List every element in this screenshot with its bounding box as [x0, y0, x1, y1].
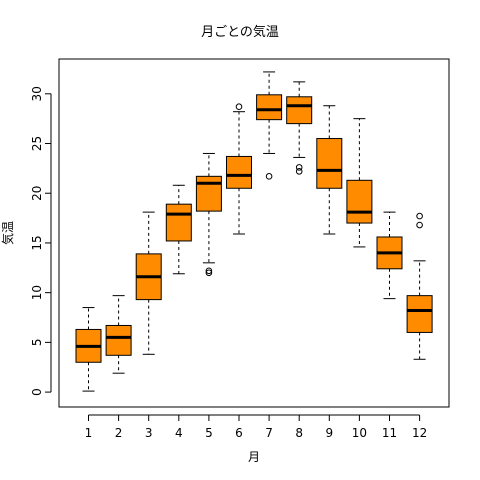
outlier-point — [295, 168, 303, 175]
outlier-point — [416, 212, 423, 220]
iqr-box — [286, 96, 313, 125]
iqr-box — [195, 175, 222, 212]
y-axis: 0 5 10 15 20 25 30 — [30, 86, 52, 396]
x-tick-label: 1 — [85, 426, 93, 440]
y-tick-label: 20 — [30, 186, 44, 201]
outlier-point — [416, 221, 423, 229]
outlier-point — [205, 267, 213, 275]
iqr-box — [226, 155, 252, 189]
x-tick-label: 2 — [115, 426, 123, 440]
x-tick-label: 12 — [412, 426, 427, 440]
iqr-box — [346, 179, 373, 224]
box-month-8 — [286, 81, 313, 175]
x-tick-label: 4 — [175, 426, 183, 440]
box-month-4 — [165, 184, 192, 275]
box-month-11 — [376, 211, 403, 300]
box-month-6 — [226, 103, 252, 235]
outlier-point — [295, 164, 303, 171]
box-month-2 — [105, 295, 132, 374]
box-month-1 — [75, 307, 102, 392]
x-axis: 1 2 3 4 5 6 7 8 9 10 11 12 — [85, 414, 427, 440]
outlier-point — [205, 269, 213, 277]
y-tick-label: 0 — [30, 388, 44, 396]
box-month-12 — [406, 212, 433, 360]
chart-title: 月ごとの気温 — [201, 24, 279, 40]
x-tick-label: 9 — [325, 426, 333, 440]
iqr-box — [316, 138, 343, 189]
x-tick-label: 5 — [205, 426, 213, 440]
box-month-10 — [346, 118, 373, 248]
iqr-box — [105, 324, 132, 356]
x-tick-label: 8 — [295, 426, 303, 440]
box-month-3 — [135, 211, 162, 355]
x-tick-label: 3 — [145, 426, 153, 440]
box-month-7 — [256, 71, 283, 180]
box-month-5 — [195, 152, 222, 277]
outlier-point — [235, 103, 243, 111]
y-tick-label: 25 — [30, 136, 44, 151]
x-axis-label: 月 — [248, 450, 260, 464]
y-tick-label: 5 — [30, 339, 44, 347]
outlier-point — [265, 173, 273, 180]
y-axis-label: 気温 — [0, 221, 15, 245]
x-tick-label: 11 — [382, 426, 397, 440]
x-tick-label: 7 — [265, 426, 273, 440]
boxes-group — [75, 71, 433, 392]
y-tick-label: 15 — [30, 235, 44, 250]
iqr-box — [165, 203, 192, 242]
x-tick-label: 10 — [352, 426, 367, 440]
y-tick-label: 10 — [30, 285, 44, 300]
plot-frame — [58, 58, 450, 408]
x-tick-label: 6 — [235, 426, 243, 440]
y-tick-label: 30 — [30, 86, 44, 101]
iqr-box — [406, 295, 433, 333]
box-month-9 — [316, 105, 343, 235]
iqr-box — [256, 94, 283, 121]
